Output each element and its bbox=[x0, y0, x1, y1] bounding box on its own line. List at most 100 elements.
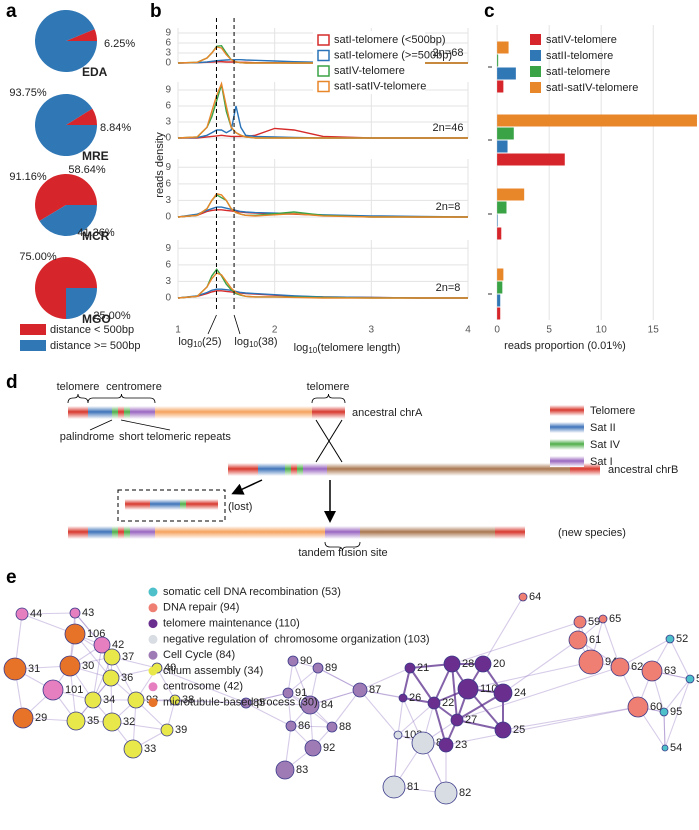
edge bbox=[317, 667, 361, 691]
network-node bbox=[443, 655, 461, 673]
node-label: 53 bbox=[696, 673, 699, 685]
network-node bbox=[312, 662, 324, 674]
bar bbox=[497, 294, 501, 307]
bar bbox=[497, 67, 516, 80]
pie-slice bbox=[66, 29, 97, 41]
edge bbox=[245, 692, 289, 704]
edge bbox=[287, 692, 292, 727]
diagram-label: telomere bbox=[57, 381, 100, 393]
node-label: 62 bbox=[631, 661, 643, 673]
diagram-label: ancestral chrA bbox=[352, 407, 423, 419]
network-node bbox=[3, 657, 27, 681]
x-tick-label: 5 bbox=[546, 325, 552, 336]
node-label: 39 bbox=[175, 724, 187, 736]
panel-label: d bbox=[6, 372, 18, 393]
legend-swatch bbox=[530, 82, 541, 93]
y-tick-label: 6 bbox=[165, 101, 171, 112]
network-node bbox=[474, 655, 492, 673]
network-node bbox=[518, 592, 528, 602]
network-node bbox=[326, 721, 338, 733]
network-node bbox=[103, 648, 121, 666]
x-axis-title: reads proportion (0.01%) bbox=[504, 340, 626, 352]
density-line bbox=[177, 272, 468, 299]
legend-label: satIV-telomere bbox=[546, 34, 617, 46]
network-node bbox=[287, 655, 299, 667]
y-axis-title: reads density bbox=[154, 132, 166, 198]
facet-annotation: 2n=68 bbox=[433, 47, 464, 59]
chromosome-segment bbox=[130, 526, 155, 539]
node-label: 52 bbox=[676, 633, 688, 645]
edge bbox=[245, 692, 289, 704]
network-node bbox=[304, 739, 322, 757]
network-node bbox=[665, 634, 675, 644]
legend-label: microtubule-based process (30) bbox=[163, 697, 318, 709]
legend-label: satI-telomere (<500bp) bbox=[334, 34, 446, 46]
node-label: 92 bbox=[323, 742, 335, 754]
network-node bbox=[659, 707, 669, 717]
node-label: 28 bbox=[462, 658, 474, 670]
network-node bbox=[240, 697, 252, 709]
pie-slice bbox=[66, 108, 97, 125]
x-tick-label: 4 bbox=[465, 325, 471, 336]
bar bbox=[497, 307, 501, 320]
node-label: 44 bbox=[30, 608, 42, 620]
y-tick-label: 9 bbox=[165, 85, 171, 96]
y-tick-label: 0 bbox=[165, 293, 171, 304]
legend-label: satI-telomere bbox=[546, 66, 610, 78]
bar bbox=[497, 140, 508, 153]
network-node bbox=[438, 737, 454, 753]
node-label: 63 bbox=[664, 665, 676, 677]
node-label: 61 bbox=[589, 634, 601, 646]
node-label: 25 bbox=[513, 724, 525, 736]
legend-label: DNA repair (94) bbox=[163, 602, 239, 614]
bar bbox=[497, 281, 503, 294]
edge bbox=[156, 667, 176, 701]
node-label: 38 bbox=[182, 694, 194, 706]
node-label: 30 bbox=[82, 660, 94, 672]
node-label: 65 bbox=[609, 613, 621, 625]
chromosome-segment bbox=[112, 406, 118, 419]
node-label: 81 bbox=[407, 781, 419, 793]
network-node bbox=[685, 674, 695, 684]
network-node bbox=[169, 694, 181, 706]
pie-value-label: 6.25% bbox=[104, 38, 135, 50]
legend-swatch bbox=[550, 456, 584, 467]
chromosome-segment bbox=[112, 526, 118, 539]
bar bbox=[497, 227, 502, 240]
density-line bbox=[178, 127, 468, 139]
edge bbox=[502, 639, 579, 694]
brace bbox=[87, 393, 156, 404]
pie-value-label: 25.00% bbox=[93, 310, 131, 322]
node-label: 26 bbox=[409, 692, 421, 704]
legend-marker bbox=[148, 603, 158, 613]
reference-label: log10(38) bbox=[234, 336, 277, 349]
bar bbox=[497, 114, 697, 127]
edge bbox=[397, 702, 435, 736]
legend-label: negative regulation of chromosome organi… bbox=[163, 633, 430, 645]
chromosome-segment bbox=[312, 406, 345, 419]
legend-swatch bbox=[317, 80, 330, 93]
pie-slice bbox=[66, 288, 97, 319]
legend-swatch bbox=[530, 66, 541, 77]
edge bbox=[359, 689, 399, 736]
edge bbox=[445, 706, 639, 746]
network-node bbox=[494, 721, 512, 739]
node-label: 86 bbox=[298, 720, 310, 732]
density-line bbox=[177, 194, 468, 218]
y-tick-label: 0 bbox=[165, 133, 171, 144]
chromosome-segment bbox=[186, 499, 218, 510]
pie-title: MCR bbox=[82, 229, 110, 243]
chromosome-segment bbox=[285, 463, 291, 476]
node-label: 36 bbox=[121, 672, 133, 684]
y-tick-label: 6 bbox=[165, 259, 171, 270]
pie-slice bbox=[34, 173, 97, 222]
chromosome-segment bbox=[291, 463, 297, 476]
node-label: 43 bbox=[82, 607, 94, 619]
network-node bbox=[627, 696, 649, 718]
chromosome-segment bbox=[495, 526, 525, 539]
facet-annotation: 2n=46 bbox=[433, 122, 464, 134]
diagram-label: short telomeric repeats bbox=[119, 431, 231, 443]
node-label: 87 bbox=[369, 684, 381, 696]
pie-title: MGO bbox=[82, 312, 111, 326]
y-tick-label: 6 bbox=[165, 38, 171, 49]
